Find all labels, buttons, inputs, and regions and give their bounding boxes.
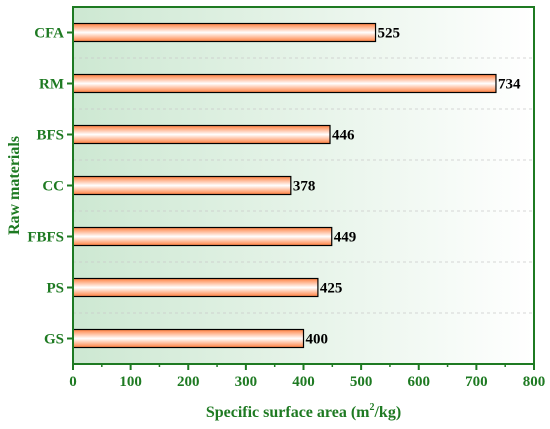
bar-ps [72,277,319,298]
x-tick-label: 800 [523,374,546,390]
value-label-fbfs: 449 [334,230,357,246]
category-label-cc: CC [42,179,64,195]
x-tick-label: 0 [69,374,77,390]
bar-fbfs [72,226,333,247]
x-axis-title: Specific surface area (m2/kg) [206,402,401,421]
x-tick-label: 100 [119,374,142,390]
bar-gs [72,328,305,349]
x-tick-label: 500 [350,374,373,390]
category-label-gs: GS [44,332,64,348]
category-label-bfs: BFS [36,128,64,144]
x-tick-label: 300 [235,374,258,390]
value-label-cc: 378 [293,179,316,195]
x-tick-label: 600 [408,374,431,390]
bar-rm [72,73,497,94]
value-label-cfa: 525 [378,26,401,42]
category-label-rm: RM [39,77,64,93]
y-axis-title: Raw materials [6,136,23,235]
bar-cc [72,175,292,196]
category-label-ps: PS [46,281,64,297]
value-label-rm: 734 [498,77,521,93]
x-tick-label: 700 [465,374,488,390]
x-tick-label: 200 [177,374,200,390]
bar-cfa [72,22,377,43]
category-label-fbfs: FBFS [27,230,64,246]
x-tick-label: 400 [292,374,315,390]
value-label-gs: 400 [306,332,329,348]
value-label-bfs: 446 [332,128,355,144]
x-axis-ticks: 0 100 200 300 400 500 600 700 800 [69,364,545,390]
category-label-cfa: CFA [34,26,64,42]
bar-bfs [72,124,331,145]
gridlines [73,57,534,314]
y-axis-ticks: CFA RM BFS CC FBFS PS GS [27,26,73,348]
value-label-ps: 425 [320,281,343,297]
